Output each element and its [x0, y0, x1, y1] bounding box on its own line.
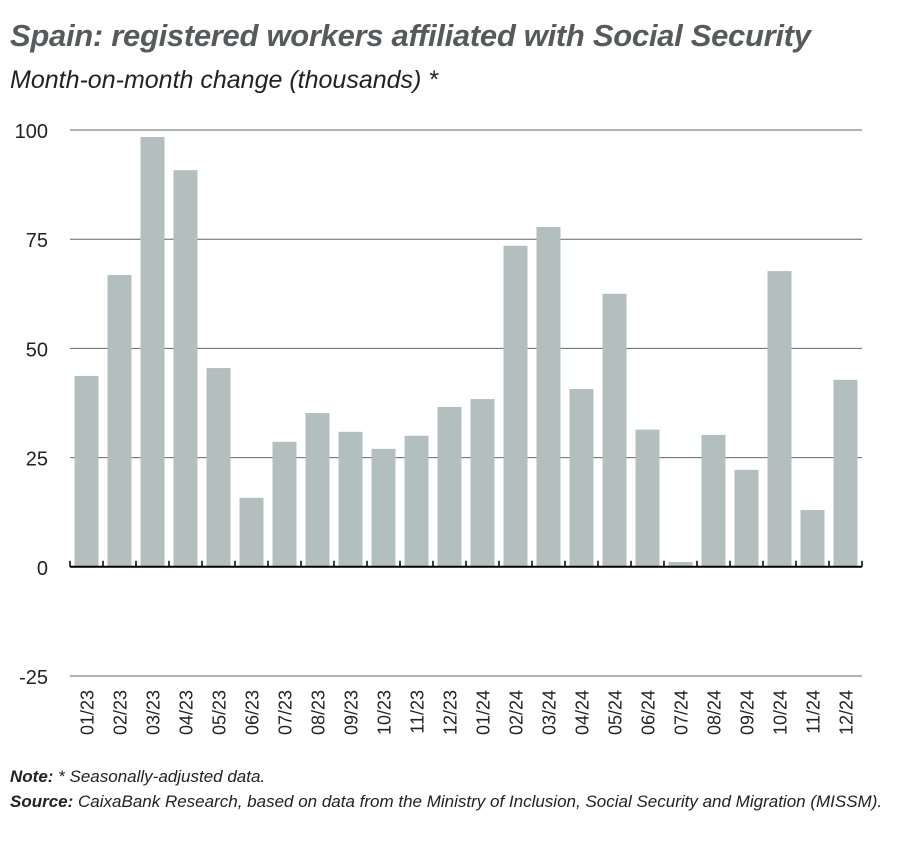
x-tick-label: 12/24 [837, 690, 857, 735]
x-tick-label: 11/24 [804, 690, 824, 734]
y-tick-label: 0 [37, 558, 48, 580]
x-tick-label: 06/24 [639, 690, 659, 735]
bar [470, 399, 495, 567]
bar [734, 469, 759, 567]
y-tick-label: 75 [26, 230, 48, 252]
x-tick-label: 02/24 [507, 690, 527, 735]
bar [272, 441, 297, 567]
y-tick-label: 50 [26, 339, 48, 361]
x-tick-label: 09/24 [738, 690, 758, 735]
source-label: Source: [10, 792, 74, 811]
x-tick-label: 03/24 [540, 690, 560, 735]
x-tick-label: 01/23 [78, 690, 98, 735]
chart-title: Spain: registered workers affiliated wit… [10, 18, 811, 53]
x-tick-label: 07/24 [672, 690, 692, 735]
bar [569, 389, 594, 567]
x-tick-label: 07/23 [276, 690, 296, 735]
chart-notes: Note: * Seasonally-adjusted data. Source… [10, 764, 890, 814]
bar [602, 293, 627, 567]
x-tick-label: 02/23 [111, 690, 131, 735]
note-label: Note: [10, 767, 54, 786]
bar [437, 406, 462, 567]
bar [239, 497, 264, 567]
note-text: * Seasonally-adjusted data. [53, 767, 266, 786]
y-tick-label: 100 [15, 121, 48, 143]
bar [305, 413, 330, 567]
x-tick-label: 08/24 [705, 690, 725, 735]
bar [107, 275, 132, 567]
bar [668, 561, 693, 567]
bar [206, 368, 231, 567]
chart-subtitle: Month-on-month change (thousands) * [10, 66, 439, 94]
bar-chart: -25 0 25 50 75 100 01/23 02/23 03/23 04/23 05/23 06… [15, 121, 863, 735]
x-tick-label: 09/23 [342, 690, 362, 735]
y-tick-label: -25 [19, 667, 48, 689]
y-tick-label: 25 [26, 449, 48, 471]
x-tick-label: 03/23 [144, 690, 164, 735]
x-tick-label: 11/23 [408, 690, 428, 734]
x-tick-label: 12/23 [441, 690, 461, 735]
bar [767, 271, 792, 567]
bar [404, 435, 429, 567]
x-tick-label: 10/23 [375, 690, 395, 735]
bar [635, 429, 660, 567]
x-tick-label: 01/24 [474, 690, 494, 735]
bar [338, 431, 363, 567]
bar [140, 136, 165, 567]
x-tick-label: 04/24 [573, 690, 593, 735]
x-tick-label: 05/24 [606, 690, 626, 735]
bar [701, 434, 726, 567]
source-text: CaixaBank Research, based on data from t… [73, 792, 883, 811]
bar [536, 226, 561, 567]
x-tick-label: 04/23 [177, 690, 197, 735]
bar [173, 170, 198, 567]
bar [503, 245, 528, 567]
x-tick-label: 06/23 [243, 690, 263, 735]
bar [800, 510, 825, 567]
bar [833, 379, 858, 567]
bar [371, 448, 396, 567]
bar [74, 375, 99, 567]
x-tick-label: 08/23 [309, 690, 329, 735]
x-tick-label: 10/24 [771, 690, 791, 735]
x-tick-label: 05/23 [210, 690, 230, 735]
